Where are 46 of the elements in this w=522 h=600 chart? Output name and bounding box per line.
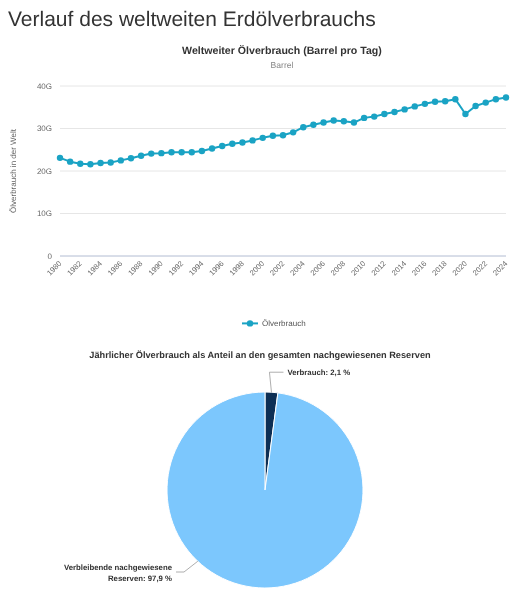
point <box>87 161 94 168</box>
point <box>482 99 489 106</box>
point <box>178 149 185 156</box>
point <box>330 117 337 124</box>
point <box>198 147 206 155</box>
point <box>441 98 449 105</box>
point <box>148 150 155 157</box>
point <box>229 140 236 147</box>
point <box>137 152 145 159</box>
point <box>208 145 216 152</box>
point <box>421 100 429 108</box>
point <box>289 129 297 136</box>
point <box>431 98 439 105</box>
point <box>269 132 277 139</box>
point <box>56 154 64 162</box>
point <box>300 124 307 131</box>
point <box>452 95 459 103</box>
point <box>259 134 266 142</box>
point <box>168 149 175 156</box>
point <box>66 158 74 165</box>
point <box>320 119 327 126</box>
point <box>188 149 195 156</box>
point <box>107 159 114 166</box>
point <box>249 137 256 144</box>
point <box>77 160 84 167</box>
text: Verlauf des weltweiten Erdölverbrauchs <box>8 8 376 32</box>
point <box>462 110 469 118</box>
point <box>97 159 104 167</box>
point <box>411 103 418 110</box>
point <box>310 121 317 128</box>
point <box>158 149 165 157</box>
point <box>127 155 135 162</box>
point <box>401 106 408 113</box>
point <box>218 142 226 150</box>
point <box>279 132 287 139</box>
point <box>381 110 388 118</box>
point <box>360 114 368 122</box>
point <box>472 102 479 110</box>
point <box>239 139 246 146</box>
point <box>340 118 348 125</box>
point <box>371 113 378 120</box>
point <box>502 94 510 101</box>
point <box>117 157 125 164</box>
point <box>350 119 358 126</box>
point <box>391 108 398 116</box>
point <box>492 95 500 103</box>
